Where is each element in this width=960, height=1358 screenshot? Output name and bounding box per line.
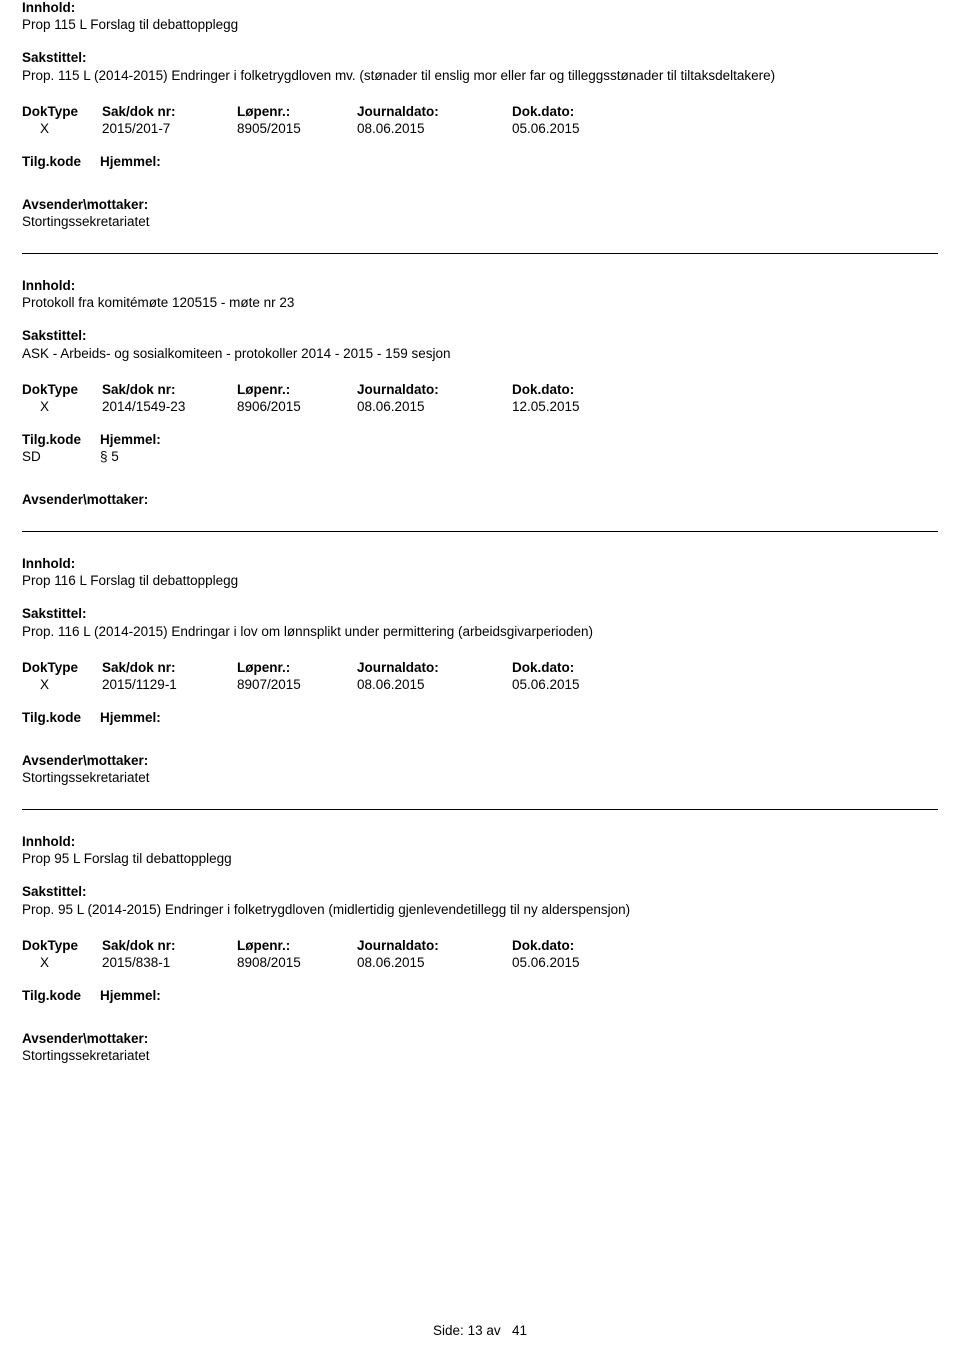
sakstittel-value: Prop. 95 L (2014-2015) Endringer i folke…: [22, 901, 938, 920]
page-footer: Side: 13 av 41: [22, 1323, 938, 1358]
value-sakdok: 2015/1129-1: [102, 677, 237, 692]
journal-entry: Innhold: Protokoll fra komitémøte 120515…: [22, 253, 938, 507]
table-data-row: X 2015/201-7 8905/2015 08.06.2015 05.06.…: [22, 121, 938, 136]
value-sakdok: 2014/1549-23: [102, 399, 237, 414]
journal-entry: Innhold: Prop 95 L Forslag til debattopp…: [22, 809, 938, 1063]
table-header-row: DokType Sak/dok nr: Løpenr.: Journaldato…: [22, 938, 938, 953]
sakstittel-value: Prop. 115 L (2014-2015) Endringer i folk…: [22, 67, 938, 86]
value-lopenr: 8905/2015: [237, 121, 357, 136]
header-journaldato: Journaldato:: [357, 382, 512, 397]
value-doktype: X: [22, 677, 102, 692]
value-dokdato: 05.06.2015: [512, 677, 662, 692]
tilgkode-label: Tilg.kode: [22, 988, 100, 1003]
total-pages: 41: [512, 1323, 527, 1338]
sakstittel-label: Sakstittel:: [22, 328, 938, 343]
table-data-row: X 2014/1549-23 8906/2015 08.06.2015 12.0…: [22, 399, 938, 414]
table-data-row: X 2015/838-1 8908/2015 08.06.2015 05.06.…: [22, 955, 938, 970]
tilg-data-row: SD § 5: [22, 449, 938, 464]
sakstittel-value: ASK - Arbeids- og sosialkomiteen - proto…: [22, 345, 938, 364]
innhold-value: Prop 116 L Forslag til debattopplegg: [22, 573, 938, 588]
journal-entry: Innhold: Prop 115 L Forslag til debattop…: [22, 0, 938, 229]
table-header-row: DokType Sak/dok nr: Løpenr.: Journaldato…: [22, 660, 938, 675]
header-doktype: DokType: [22, 104, 102, 119]
header-lopenr: Løpenr.:: [237, 104, 357, 119]
header-journaldato: Journaldato:: [357, 104, 512, 119]
avsender-label: Avsender\mottaker:: [22, 197, 938, 212]
value-dokdato: 05.06.2015: [512, 955, 662, 970]
header-doktype: DokType: [22, 660, 102, 675]
sakstittel-label: Sakstittel:: [22, 50, 938, 65]
header-sakdok: Sak/dok nr:: [102, 660, 237, 675]
hjemmel-label: Hjemmel:: [100, 988, 161, 1003]
header-dokdato: Dok.dato:: [512, 938, 662, 953]
table-data-row: X 2015/1129-1 8907/2015 08.06.2015 05.06…: [22, 677, 938, 692]
header-dokdato: Dok.dato:: [512, 104, 662, 119]
side-label: Side:: [433, 1323, 464, 1338]
tilgkode-label: Tilg.kode: [22, 154, 100, 169]
value-doktype: X: [22, 955, 102, 970]
innhold-value: Prop 115 L Forslag til debattopplegg: [22, 17, 938, 32]
av-label: av: [486, 1323, 500, 1338]
value-journaldato: 08.06.2015: [357, 399, 512, 414]
sakstittel-label: Sakstittel:: [22, 884, 938, 899]
innhold-label: Innhold:: [22, 278, 938, 293]
value-dokdato: 05.06.2015: [512, 121, 662, 136]
header-journaldato: Journaldato:: [357, 938, 512, 953]
avsender-label: Avsender\mottaker:: [22, 1031, 938, 1046]
value-journaldato: 08.06.2015: [357, 955, 512, 970]
header-lopenr: Løpenr.:: [237, 938, 357, 953]
header-dokdato: Dok.dato:: [512, 660, 662, 675]
avsender-label: Avsender\mottaker:: [22, 492, 938, 507]
hjemmel-label: Hjemmel:: [100, 432, 161, 447]
page-number: 13: [468, 1323, 483, 1338]
header-lopenr: Løpenr.:: [237, 660, 357, 675]
value-sakdok: 2015/201-7: [102, 121, 237, 136]
value-sakdok: 2015/838-1: [102, 955, 237, 970]
journal-entry: Innhold: Prop 116 L Forslag til debattop…: [22, 531, 938, 785]
header-doktype: DokType: [22, 382, 102, 397]
header-sakdok: Sak/dok nr:: [102, 104, 237, 119]
avsender-value: Stortingssekretariatet: [22, 770, 938, 785]
tilg-row: Tilg.kode Hjemmel:: [22, 432, 938, 447]
tilg-row: Tilg.kode Hjemmel:: [22, 988, 938, 1003]
hjemmel-value: § 5: [100, 449, 119, 464]
tilgkode-label: Tilg.kode: [22, 432, 100, 447]
document-page: Innhold: Prop 115 L Forslag til debattop…: [0, 0, 960, 1358]
table-header-row: DokType Sak/dok nr: Løpenr.: Journaldato…: [22, 104, 938, 119]
value-journaldato: 08.06.2015: [357, 677, 512, 692]
header-sakdok: Sak/dok nr:: [102, 938, 237, 953]
value-lopenr: 8906/2015: [237, 399, 357, 414]
avsender-label: Avsender\mottaker:: [22, 753, 938, 768]
header-doktype: DokType: [22, 938, 102, 953]
innhold-value: Protokoll fra komitémøte 120515 - møte n…: [22, 295, 938, 310]
avsender-value: Stortingssekretariatet: [22, 1048, 938, 1063]
avsender-value: Stortingssekretariatet: [22, 214, 938, 229]
header-dokdato: Dok.dato:: [512, 382, 662, 397]
hjemmel-label: Hjemmel:: [100, 154, 161, 169]
innhold-label: Innhold:: [22, 556, 938, 571]
value-lopenr: 8907/2015: [237, 677, 357, 692]
header-lopenr: Løpenr.:: [237, 382, 357, 397]
sakstittel-value: Prop. 116 L (2014-2015) Endringar i lov …: [22, 623, 938, 642]
tilg-row: Tilg.kode Hjemmel:: [22, 154, 938, 169]
value-doktype: X: [22, 121, 102, 136]
value-lopenr: 8908/2015: [237, 955, 357, 970]
hjemmel-label: Hjemmel:: [100, 710, 161, 725]
innhold-label: Innhold:: [22, 834, 938, 849]
tilgcode-value: SD: [22, 449, 100, 464]
sakstittel-label: Sakstittel:: [22, 606, 938, 621]
innhold-label: Innhold:: [22, 0, 938, 15]
value-journaldato: 08.06.2015: [357, 121, 512, 136]
tilgkode-label: Tilg.kode: [22, 710, 100, 725]
header-sakdok: Sak/dok nr:: [102, 382, 237, 397]
innhold-value: Prop 95 L Forslag til debattopplegg: [22, 851, 938, 866]
value-doktype: X: [22, 399, 102, 414]
table-header-row: DokType Sak/dok nr: Løpenr.: Journaldato…: [22, 382, 938, 397]
header-journaldato: Journaldato:: [357, 660, 512, 675]
tilg-row: Tilg.kode Hjemmel:: [22, 710, 938, 725]
value-dokdato: 12.05.2015: [512, 399, 662, 414]
